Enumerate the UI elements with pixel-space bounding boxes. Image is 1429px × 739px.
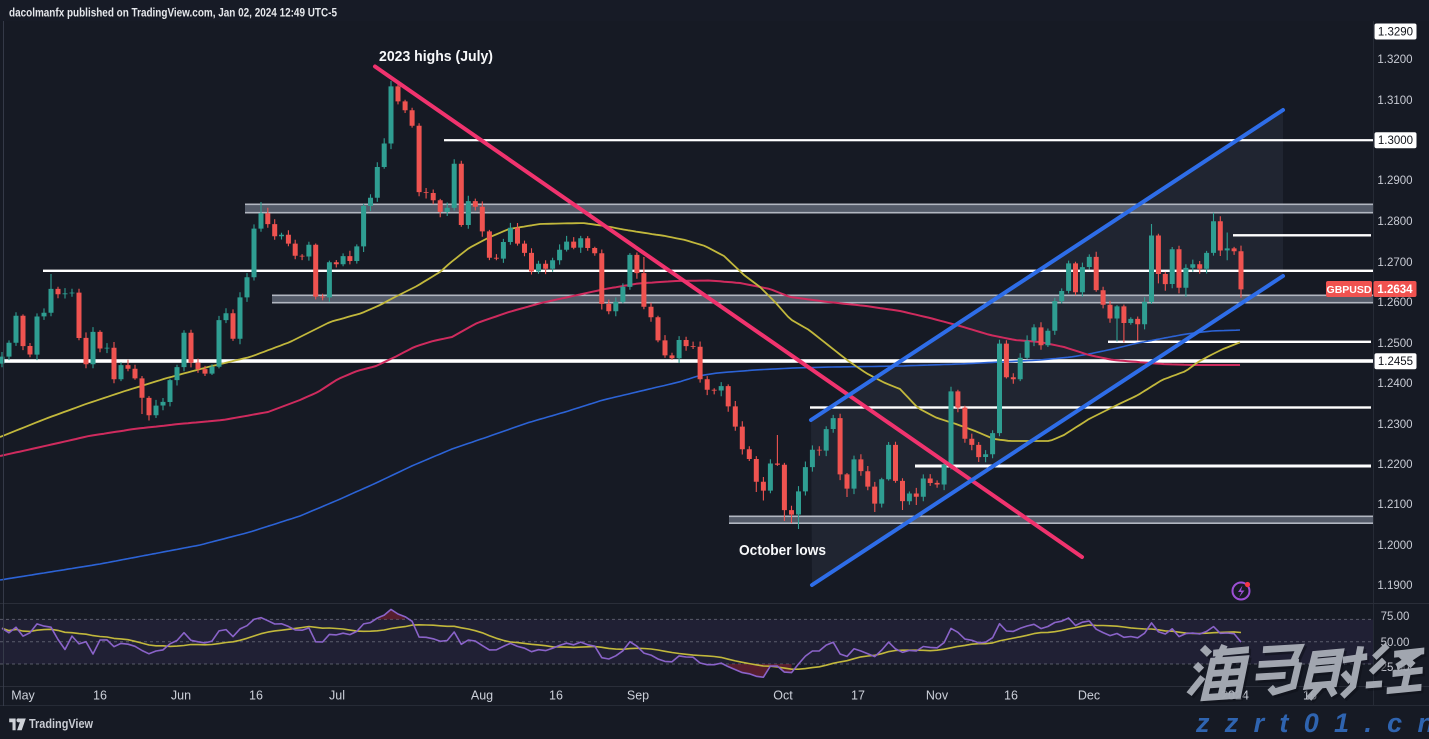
- svg-text:Jun: Jun: [171, 689, 191, 703]
- svg-text:dacolmanfx published on Tradin: dacolmanfx published on TradingView.com,…: [9, 7, 337, 20]
- svg-text:October lows: October lows: [739, 542, 826, 559]
- svg-text:1.3100: 1.3100: [1377, 95, 1412, 107]
- svg-text:May: May: [11, 689, 35, 703]
- svg-text:1.2700: 1.2700: [1377, 257, 1412, 269]
- svg-text:16: 16: [1004, 689, 1018, 703]
- svg-text:1.2800: 1.2800: [1377, 216, 1412, 228]
- svg-text:Sep: Sep: [627, 689, 649, 703]
- svg-text:1.2600: 1.2600: [1377, 297, 1412, 309]
- svg-text:1.2000: 1.2000: [1377, 540, 1412, 552]
- svg-text:1.3290: 1.3290: [1378, 27, 1413, 39]
- svg-text:Jul: Jul: [329, 689, 345, 703]
- svg-text:1.2300: 1.2300: [1377, 419, 1412, 431]
- svg-text:16: 16: [93, 689, 107, 703]
- svg-text:16: 16: [549, 689, 563, 703]
- svg-text:zzrt01.cn: zzrt01.cn: [1195, 708, 1429, 738]
- svg-text:17: 17: [851, 689, 865, 703]
- svg-text:1.2400: 1.2400: [1377, 378, 1412, 390]
- svg-text:Dec: Dec: [1078, 689, 1100, 703]
- svg-text:75.00: 75.00: [1381, 611, 1410, 623]
- svg-text:2023 highs (July): 2023 highs (July): [379, 48, 493, 65]
- svg-text:1.3000: 1.3000: [1378, 135, 1413, 147]
- svg-text:1.2200: 1.2200: [1377, 459, 1412, 471]
- svg-text:TradingView: TradingView: [29, 717, 93, 731]
- svg-text:1.2900: 1.2900: [1377, 175, 1412, 187]
- svg-text:1.2500: 1.2500: [1377, 338, 1412, 350]
- svg-text:1.3200: 1.3200: [1377, 54, 1412, 66]
- svg-text:Oct: Oct: [773, 689, 793, 703]
- svg-text:1.2455: 1.2455: [1378, 356, 1413, 368]
- svg-text:1.1900: 1.1900: [1377, 580, 1412, 592]
- svg-text:Aug: Aug: [471, 689, 493, 703]
- svg-text:1.2100: 1.2100: [1377, 499, 1412, 511]
- svg-text:1.2634: 1.2634: [1377, 284, 1413, 296]
- svg-text:16: 16: [249, 689, 263, 703]
- svg-text:GBPUSD: GBPUSD: [1327, 284, 1372, 296]
- svg-text:Nov: Nov: [926, 689, 949, 703]
